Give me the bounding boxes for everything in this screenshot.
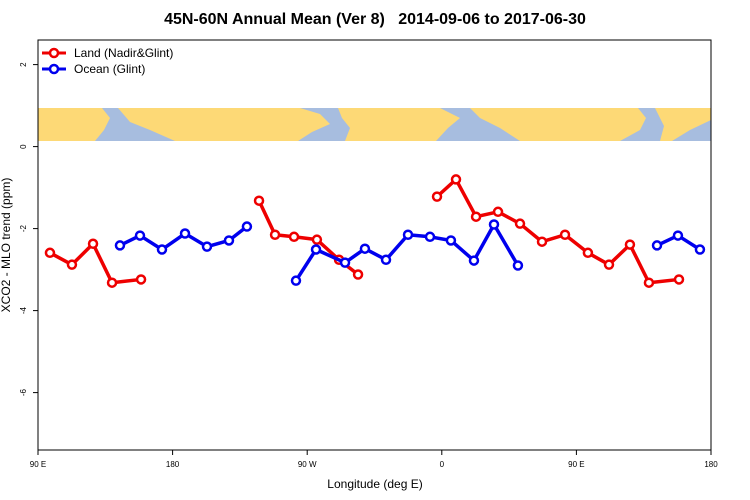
data-point bbox=[603, 259, 615, 270]
data-point bbox=[134, 230, 146, 241]
data-point bbox=[310, 244, 322, 255]
data-point bbox=[512, 260, 524, 271]
legend-marker bbox=[48, 47, 60, 59]
y-tick-label: -2 bbox=[19, 224, 28, 232]
data-point bbox=[106, 277, 118, 288]
data-point bbox=[431, 191, 443, 202]
map-band bbox=[38, 108, 711, 141]
data-point bbox=[380, 254, 392, 266]
data-point bbox=[156, 244, 168, 255]
y-tick-label: -4 bbox=[19, 306, 28, 314]
x-tick-label: 180 bbox=[704, 460, 718, 469]
data-point bbox=[352, 269, 364, 280]
data-point bbox=[470, 211, 482, 222]
series-line bbox=[49, 242, 142, 285]
data-point bbox=[179, 228, 191, 239]
x-tick-label: 0 bbox=[440, 460, 445, 469]
data-point bbox=[643, 277, 655, 288]
data-point bbox=[536, 236, 548, 247]
y-axis-label: XCO2 - MLO trend (ppm) bbox=[0, 178, 13, 313]
x-axis-label: Longitude (deg E) bbox=[327, 477, 422, 491]
data-point bbox=[402, 229, 414, 240]
legend-label: Land (Nadir&Glint) bbox=[74, 46, 173, 60]
data-point bbox=[135, 274, 147, 285]
y-tick-label: -6 bbox=[19, 388, 28, 396]
data-point bbox=[114, 240, 126, 251]
x-tick-label: 90 E bbox=[568, 460, 584, 469]
data-point bbox=[624, 239, 636, 250]
data-point bbox=[514, 218, 526, 229]
data-point bbox=[87, 238, 99, 250]
data-point bbox=[269, 229, 281, 240]
data-point bbox=[468, 255, 480, 266]
chart-title: 45N-60N Annual Mean (Ver 8) 2014-09-06 t… bbox=[164, 11, 586, 28]
data-point bbox=[339, 257, 351, 268]
data-point bbox=[241, 221, 253, 232]
data-point bbox=[694, 244, 706, 255]
x-tick-label: 180 bbox=[166, 460, 180, 469]
data-point bbox=[672, 230, 684, 241]
data-point bbox=[290, 275, 302, 286]
data-point bbox=[673, 274, 685, 285]
data-point bbox=[450, 174, 462, 185]
data-point bbox=[66, 259, 78, 270]
x-tick-label: 90 E bbox=[30, 460, 46, 469]
x-tick-label: 90 W bbox=[298, 460, 317, 469]
data-point bbox=[201, 241, 213, 252]
data-point bbox=[651, 240, 663, 251]
data-point bbox=[223, 235, 235, 246]
data-point bbox=[424, 231, 436, 243]
data-point bbox=[582, 247, 594, 259]
y-tick-label: 0 bbox=[19, 144, 28, 149]
legend-marker bbox=[48, 63, 60, 75]
data-point bbox=[44, 247, 56, 259]
data-point bbox=[488, 219, 500, 230]
data-point bbox=[559, 229, 571, 240]
plot-frame bbox=[37, 39, 712, 451]
data-point bbox=[311, 234, 323, 245]
data-point bbox=[288, 231, 300, 243]
series-line bbox=[435, 177, 680, 285]
y-tick-label: 2 bbox=[19, 62, 28, 67]
data-point bbox=[359, 243, 371, 254]
data-point bbox=[253, 195, 265, 206]
legend-label: Ocean (Glint) bbox=[74, 62, 145, 76]
legend: Land (Nadir&Glint) Ocean (Glint) bbox=[42, 46, 173, 76]
data-point bbox=[445, 235, 457, 246]
data-point bbox=[492, 206, 504, 218]
